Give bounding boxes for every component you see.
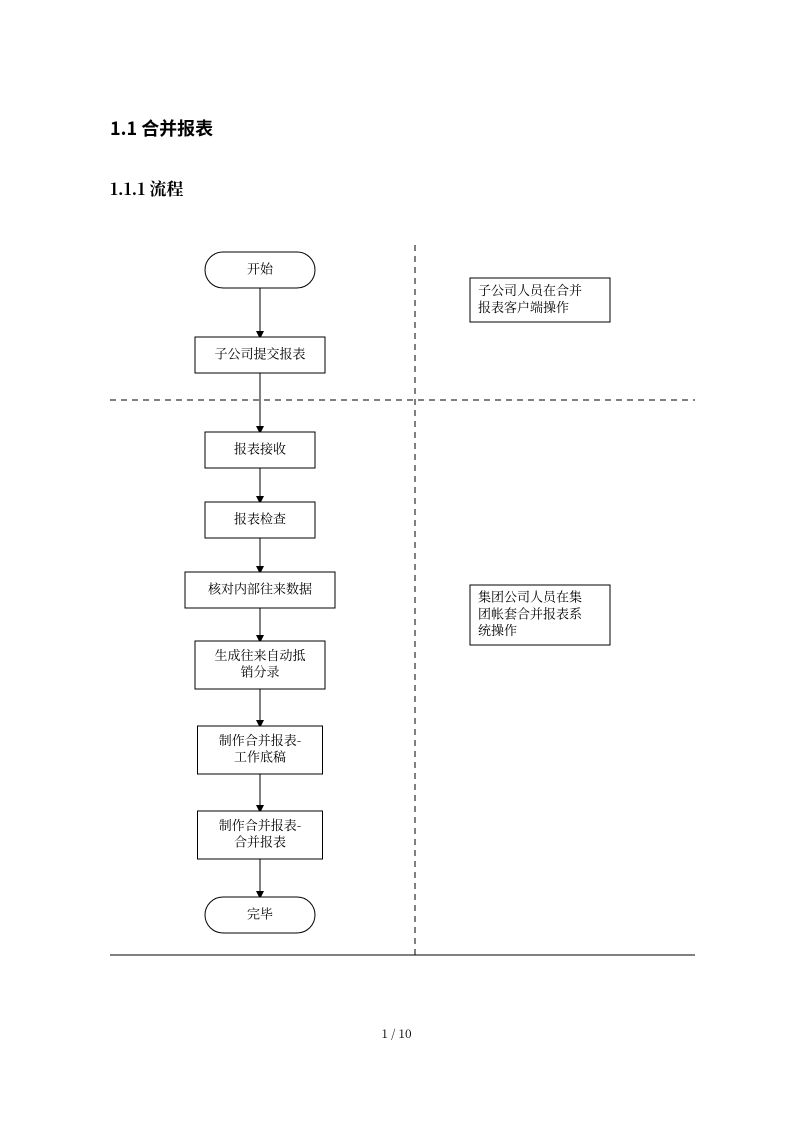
flow-node-n6-label: 工作底稿 bbox=[234, 746, 286, 765]
flow-node-start-label: 开始 bbox=[247, 258, 274, 277]
flow-node-n2-label: 报表接收 bbox=[234, 438, 286, 457]
flow-node-n3-label: 报表检查 bbox=[234, 508, 286, 527]
flow-node-n1-label: 子公司提交报表 bbox=[214, 343, 305, 362]
footer-sep: / bbox=[388, 1025, 398, 1042]
heading-1: 1.1 合并报表 bbox=[110, 115, 213, 141]
flow-node-end-label: 完毕 bbox=[247, 903, 273, 922]
swimlane-annotation-1-label: 统操作 bbox=[478, 620, 517, 639]
heading-2-text: 流程 bbox=[149, 175, 183, 200]
swimlane-annotation-0-label: 报表客户端操作 bbox=[478, 297, 569, 316]
page-footer: 1 / 10 bbox=[0, 1025, 793, 1042]
flow-node-n5-label: 销分录 bbox=[240, 661, 279, 680]
flow-node-n4-label: 核对内部往来数据 bbox=[208, 578, 312, 597]
heading-1-text: 合并报表 bbox=[141, 115, 213, 141]
heading-2: 1.1.1 流程 bbox=[110, 175, 183, 200]
flowchart: 开始子公司提交报表报表接收报表检查核对内部往来数据生成往来自动抵销分录制作合并报… bbox=[110, 245, 695, 965]
heading-2-number: 1.1.1 bbox=[110, 175, 145, 200]
flow-node-n7-label: 合并报表 bbox=[234, 831, 286, 850]
footer-page-total: 10 bbox=[398, 1025, 411, 1042]
page: 1.1 合并报表 1.1.1 流程 开始子公司提交报表报表接收报表检查核对内部往… bbox=[0, 0, 793, 1122]
heading-1-number: 1.1 bbox=[110, 115, 137, 141]
